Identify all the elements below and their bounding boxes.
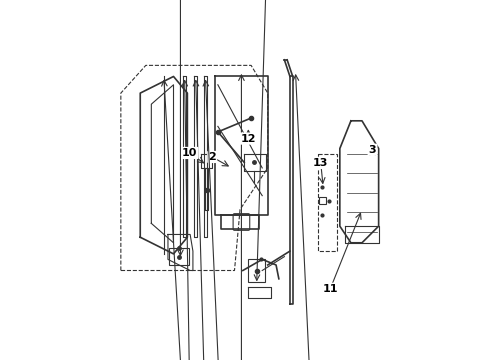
Text: 2: 2 xyxy=(208,152,216,162)
Bar xyxy=(319,197,326,204)
Text: 10: 10 xyxy=(182,148,197,158)
Bar xyxy=(248,260,265,282)
Text: 13: 13 xyxy=(313,158,328,168)
Text: 12: 12 xyxy=(241,134,256,144)
Bar xyxy=(170,248,189,265)
Text: 3: 3 xyxy=(369,145,376,155)
Text: 11: 11 xyxy=(322,284,338,294)
